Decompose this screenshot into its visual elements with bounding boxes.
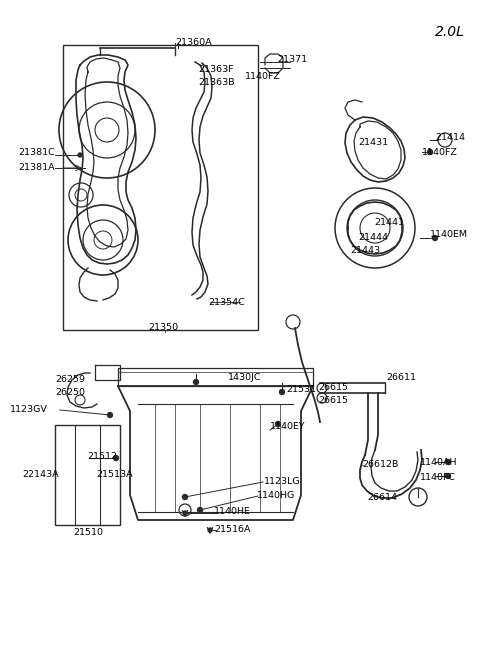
Text: 21444: 21444 xyxy=(358,233,388,242)
Text: 26615: 26615 xyxy=(318,396,348,405)
Text: 1140AH: 1140AH xyxy=(420,458,457,467)
Text: 1140EY: 1140EY xyxy=(270,422,306,431)
Circle shape xyxy=(445,474,451,479)
Text: 26612B: 26612B xyxy=(362,460,398,469)
Text: 26611: 26611 xyxy=(386,373,416,382)
Text: 26614: 26614 xyxy=(367,493,397,502)
Text: 21531: 21531 xyxy=(286,385,316,394)
Text: 1430JC: 1430JC xyxy=(228,373,262,382)
Text: 21363F: 21363F xyxy=(198,65,234,74)
Text: 1140EM: 1140EM xyxy=(430,230,468,239)
Circle shape xyxy=(428,149,432,155)
Text: 1123LG: 1123LG xyxy=(264,477,300,486)
Circle shape xyxy=(108,413,112,417)
Text: 1140HE: 1140HE xyxy=(214,507,251,516)
Text: 1140FZ: 1140FZ xyxy=(245,72,281,81)
Text: 21371: 21371 xyxy=(277,55,307,64)
Text: 26259: 26259 xyxy=(55,375,85,384)
Circle shape xyxy=(208,528,212,532)
Circle shape xyxy=(432,236,437,240)
Text: 1140FC: 1140FC xyxy=(420,473,456,482)
Text: 21443: 21443 xyxy=(350,246,380,255)
Text: 26615: 26615 xyxy=(318,383,348,392)
Text: 1140HG: 1140HG xyxy=(257,491,295,500)
Circle shape xyxy=(445,460,451,464)
Text: 21441: 21441 xyxy=(374,218,404,227)
Text: 21431: 21431 xyxy=(358,138,388,147)
Circle shape xyxy=(113,455,119,460)
Text: 21510: 21510 xyxy=(73,528,103,537)
Bar xyxy=(118,368,313,386)
Circle shape xyxy=(183,511,187,515)
Text: 21512: 21512 xyxy=(87,452,117,461)
Circle shape xyxy=(276,422,280,426)
Text: 22143A: 22143A xyxy=(22,470,59,479)
Text: 21354C: 21354C xyxy=(208,298,245,307)
Text: 1140FZ: 1140FZ xyxy=(422,148,458,157)
Text: 21350: 21350 xyxy=(148,323,178,332)
Bar xyxy=(63,45,258,330)
Text: 1123GV: 1123GV xyxy=(10,405,48,414)
Circle shape xyxy=(78,153,82,157)
Circle shape xyxy=(182,495,188,500)
Text: 21414: 21414 xyxy=(435,133,465,142)
Text: 21513A: 21513A xyxy=(96,470,132,479)
Text: 21381A: 21381A xyxy=(18,163,55,172)
Text: 21363B: 21363B xyxy=(198,78,235,87)
Text: 26250: 26250 xyxy=(55,388,85,397)
Bar xyxy=(55,425,120,525)
Circle shape xyxy=(193,379,199,384)
Text: 21516A: 21516A xyxy=(214,525,251,534)
Circle shape xyxy=(197,508,203,512)
Text: 2.0L: 2.0L xyxy=(435,25,465,39)
Circle shape xyxy=(279,390,285,394)
Text: 21381C: 21381C xyxy=(18,148,55,157)
Text: 21360A: 21360A xyxy=(175,38,212,47)
